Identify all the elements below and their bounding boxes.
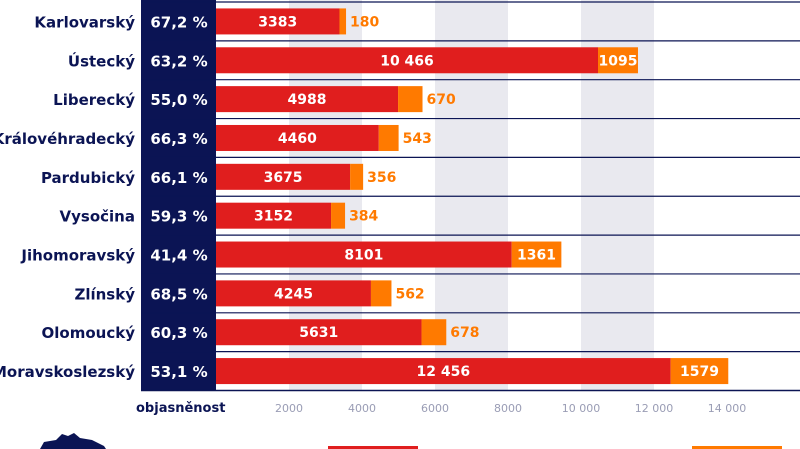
bar-solved (216, 358, 671, 385)
x-tick-label: 6000 (421, 402, 449, 415)
bar-solved (216, 280, 371, 307)
category-label: Vysočina (60, 208, 135, 226)
bar-unsolved (370, 280, 392, 307)
rate-label: 68,5 % (150, 285, 207, 303)
rate-label: 66,3 % (150, 130, 207, 148)
rate-label: 59,3 % (150, 208, 207, 226)
bar-solved-label: 3383 (258, 14, 297, 30)
bar-unsolved-label: 670 (427, 92, 456, 108)
bar-solved-label: 10 466 (380, 53, 434, 69)
bar-unsolved-label: 1361 (517, 248, 556, 264)
bar-solved-label: 4460 (278, 131, 317, 147)
rate-column (141, 0, 216, 391)
category-label: Olomoucký (42, 324, 136, 342)
category-label: Liberecký (53, 91, 135, 109)
bar-unsolved-label: 543 (403, 131, 432, 147)
category-label: Pardubický (41, 169, 135, 187)
bar-unsolved (511, 241, 562, 268)
rate-label: 41,4 % (150, 247, 207, 265)
bar-unsolved-label: 678 (450, 325, 479, 341)
czech-map-logo (40, 433, 106, 449)
x-tick-label: 14 000 (708, 402, 747, 415)
bar-solved (216, 163, 351, 190)
category-label: Ústecký (68, 51, 135, 70)
bar-solved (216, 241, 512, 268)
bar-solved (216, 86, 399, 113)
category-label: Královéhradecký (0, 130, 135, 148)
rate-label: 55,0 % (150, 91, 207, 109)
bar-unsolved (398, 86, 423, 113)
rate-label: 53,1 % (150, 363, 207, 381)
x-tick-label: 12 000 (635, 402, 674, 415)
bar-unsolved (350, 163, 364, 190)
bar-unsolved-label: 1095 (599, 53, 638, 69)
bar-unsolved-label: 1579 (680, 364, 719, 380)
bar-solved-label: 5631 (299, 325, 338, 341)
bar-solved-label: 4988 (288, 92, 327, 108)
rate-label: 67,2 % (150, 13, 207, 31)
bar-unsolved (339, 8, 347, 35)
bar-unsolved (378, 124, 399, 151)
rate-column-label: objasněnost (136, 401, 225, 416)
bar-solved-label: 8101 (344, 248, 383, 264)
category-label: Moravskoslezský (0, 363, 135, 381)
category-label: Karlovarský (34, 13, 135, 31)
x-tick-label: 4000 (348, 402, 376, 415)
x-tick-label: 2000 (275, 402, 303, 415)
rate-label: 63,2 % (150, 52, 207, 70)
bar-solved (216, 124, 379, 151)
bar-solved-label: 3675 (264, 170, 303, 186)
bar-unsolved-label: 356 (367, 170, 396, 186)
bar-solved (216, 202, 332, 229)
bar-unsolved (421, 319, 447, 346)
rate-label: 66,1 % (150, 169, 207, 187)
bar-unsolved (670, 358, 729, 385)
bar-unsolved-label: 384 (349, 209, 378, 225)
category-label: Jihomoravský (20, 247, 135, 265)
bar-solved (216, 47, 599, 74)
x-tick-label: 10 000 (562, 402, 601, 415)
bar-solved (216, 319, 422, 346)
category-label: Zlínský (74, 285, 135, 303)
bar-unsolved-label: 180 (350, 14, 379, 30)
legend-unsolved-swatch (692, 446, 782, 449)
bar-solved (216, 8, 340, 35)
bar-unsolved (598, 47, 638, 74)
x-tick-label: 8000 (494, 402, 522, 415)
bar-unsolved-label: 562 (395, 286, 424, 302)
rate-label: 60,3 % (150, 324, 207, 342)
bar-solved-label: 12 456 (417, 364, 471, 380)
legend-solved-swatch (328, 446, 418, 449)
bar-unsolved (331, 202, 346, 229)
bar-solved-label: 4245 (274, 286, 313, 302)
bar-solved-label: 3152 (254, 209, 293, 225)
